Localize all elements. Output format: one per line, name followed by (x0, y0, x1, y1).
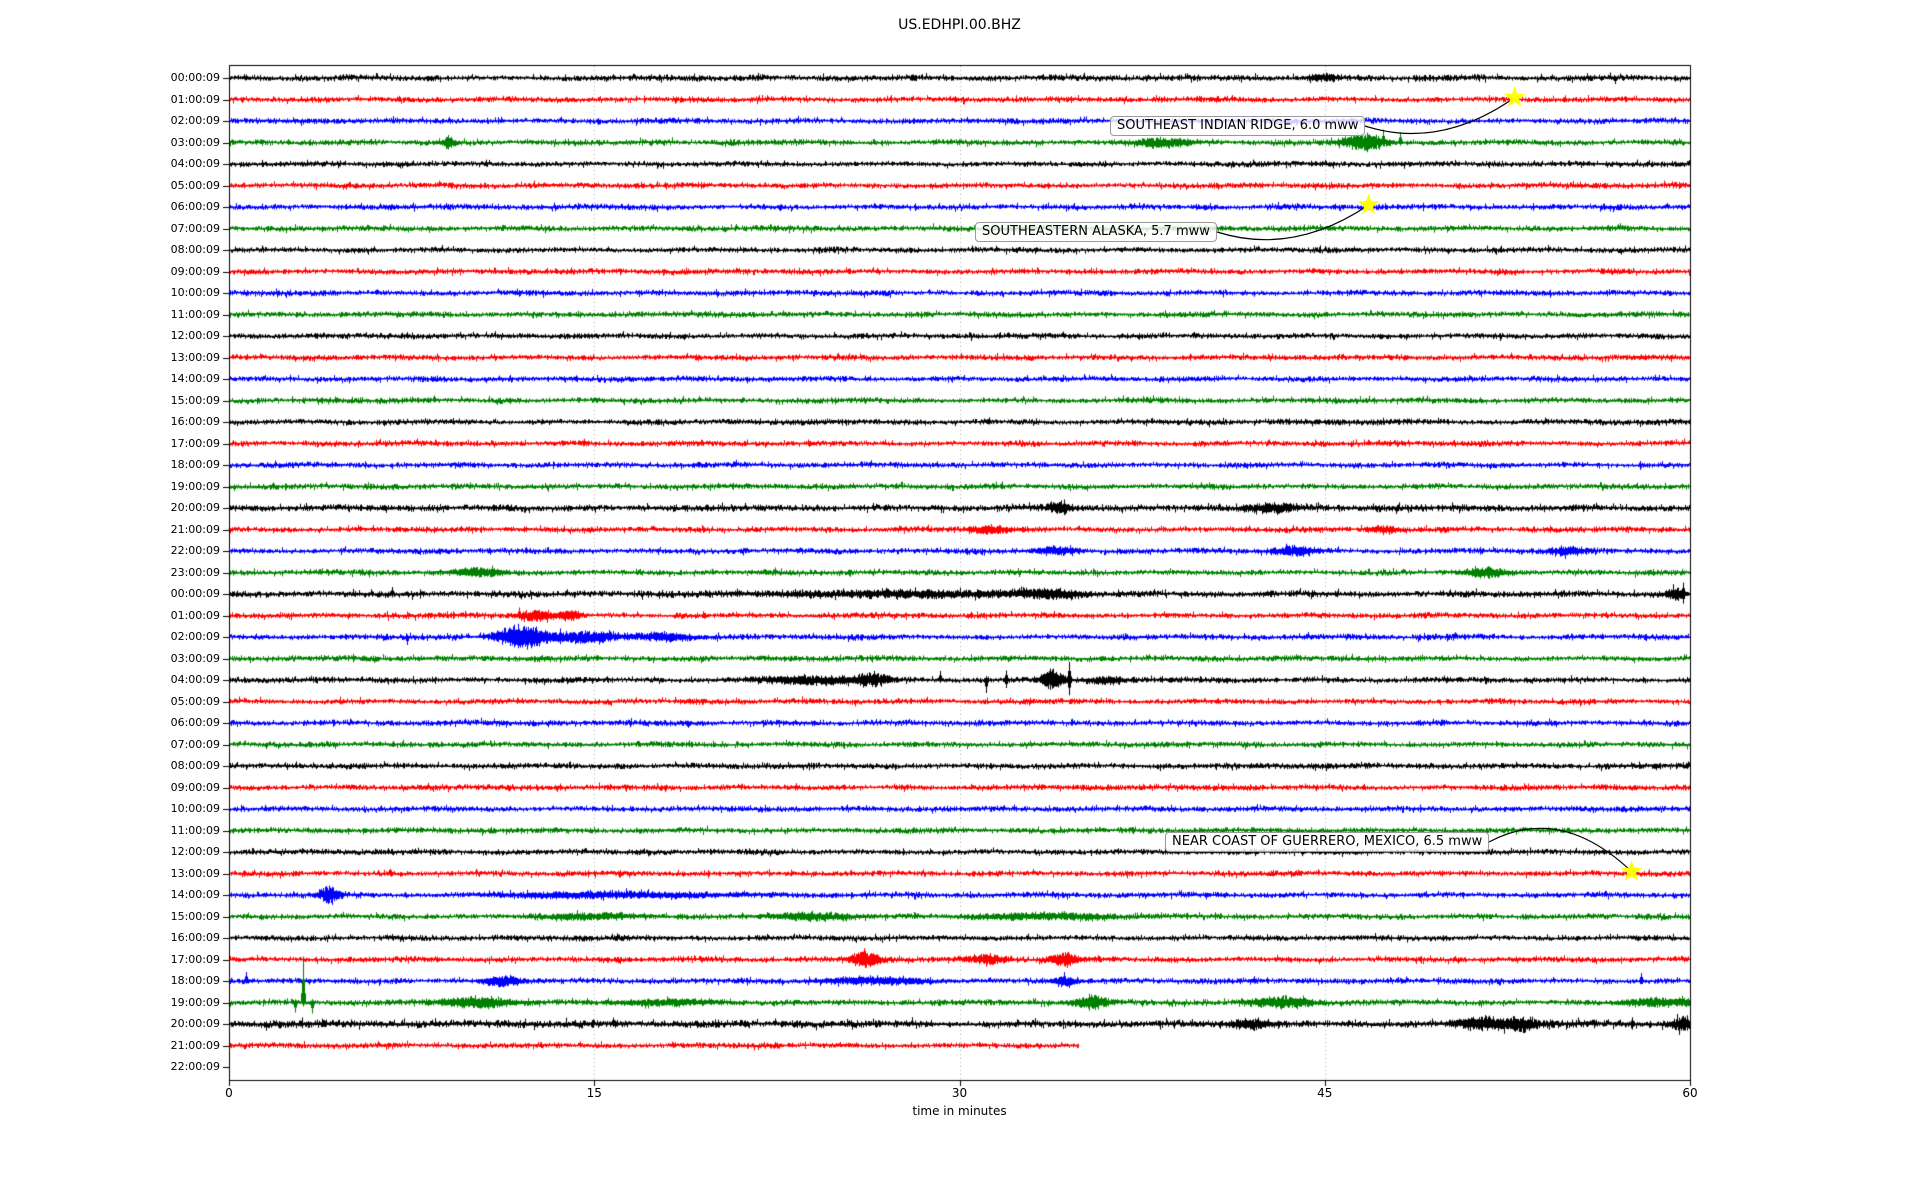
y-tick-label: 10:00:09 (170, 286, 220, 299)
y-tick-label: 19:00:09 (170, 995, 220, 1009)
event-annotation-box: SOUTHEASTERN ALASKA, 5.7 mww (975, 222, 1217, 242)
x-tick-label: 15 (586, 1086, 602, 1100)
y-tick-label: 04:00:09 (170, 157, 220, 170)
y-tick-label: 08:00:09 (170, 759, 220, 772)
event-annotation-box: NEAR COAST OF GUERRERO, MEXICO, 6.5 mww (1165, 832, 1490, 852)
y-tick-label: 11:00:09 (170, 823, 220, 837)
y-tick-label: 17:00:09 (170, 436, 220, 450)
y-tick-label: 06:00:09 (170, 716, 220, 729)
y-tick-label: 19:00:09 (170, 479, 220, 493)
y-tick-label: 01:00:09 (170, 92, 220, 106)
y-tick-label: 07:00:09 (170, 221, 220, 235)
y-tick-label: 02:00:09 (170, 630, 220, 643)
y-tick-label: 15:00:09 (170, 393, 220, 407)
y-tick-label: 03:00:09 (170, 135, 220, 149)
y-tick-label: 05:00:09 (170, 694, 220, 708)
y-tick-label: 09:00:09 (170, 264, 220, 278)
y-tick-label: 20:00:09 (170, 501, 220, 514)
y-tick-label: 07:00:09 (170, 737, 220, 751)
x-tick-label: 45 (1317, 1086, 1333, 1100)
y-tick-label: 08:00:09 (170, 243, 220, 256)
y-tick-label: 02:00:09 (170, 114, 220, 127)
y-tick-label: 04:00:09 (170, 673, 220, 686)
y-tick-label: 11:00:09 (170, 307, 220, 321)
event-annotation-box: SOUTHEAST INDIAN RIDGE, 6.0 mww (1110, 116, 1366, 136)
y-tick-label: 17:00:09 (170, 952, 220, 966)
x-tick-label: 60 (1682, 1086, 1698, 1100)
y-tick-label: 06:00:09 (170, 200, 220, 213)
y-tick-label: 12:00:09 (170, 845, 220, 858)
y-tick-label: 16:00:09 (170, 931, 220, 944)
y-tick-label: 18:00:09 (170, 974, 220, 987)
y-tick-label: 03:00:09 (170, 651, 220, 665)
y-tick-label: 12:00:09 (170, 329, 220, 342)
y-tick-label: 22:00:09 (170, 1060, 220, 1073)
y-tick-label: 09:00:09 (170, 780, 220, 794)
y-tick-label: 21:00:09 (170, 1038, 220, 1052)
y-tick-label: 20:00:09 (170, 1017, 220, 1030)
y-tick-label: 15:00:09 (170, 909, 220, 923)
x-tick-label: 0 (225, 1086, 233, 1100)
y-tick-label: 18:00:09 (170, 458, 220, 471)
y-tick-label: 23:00:09 (170, 565, 220, 579)
y-tick-label: 13:00:09 (170, 350, 220, 364)
y-tick-label: 00:00:09 (170, 587, 220, 600)
y-tick-label: 22:00:09 (170, 544, 220, 557)
x-axis-label: time in minutes (912, 1104, 1007, 1118)
y-tick-label: 13:00:09 (170, 866, 220, 880)
y-tick-label: 01:00:09 (170, 608, 220, 622)
plot-title: US.EDHPI.00.BHZ (898, 17, 1021, 33)
y-tick-label: 05:00:09 (170, 178, 220, 192)
y-tick-label: 00:00:09 (170, 71, 220, 84)
y-tick-label: 16:00:09 (170, 415, 220, 428)
y-tick-label: 14:00:09 (170, 888, 220, 901)
y-tick-label: 21:00:09 (170, 522, 220, 536)
x-tick-label: 30 (951, 1086, 968, 1100)
y-tick-label: 10:00:09 (170, 802, 220, 815)
y-tick-label: 14:00:09 (170, 372, 220, 385)
